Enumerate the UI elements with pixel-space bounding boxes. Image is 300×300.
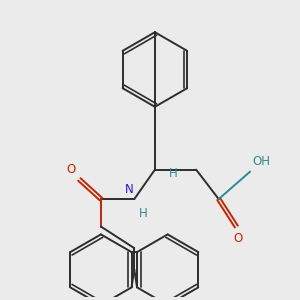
Text: OH: OH — [252, 155, 270, 168]
Text: O: O — [234, 232, 243, 245]
Text: H: H — [169, 167, 177, 180]
Text: N: N — [124, 183, 133, 196]
Text: O: O — [66, 163, 75, 176]
Text: H: H — [139, 207, 148, 220]
